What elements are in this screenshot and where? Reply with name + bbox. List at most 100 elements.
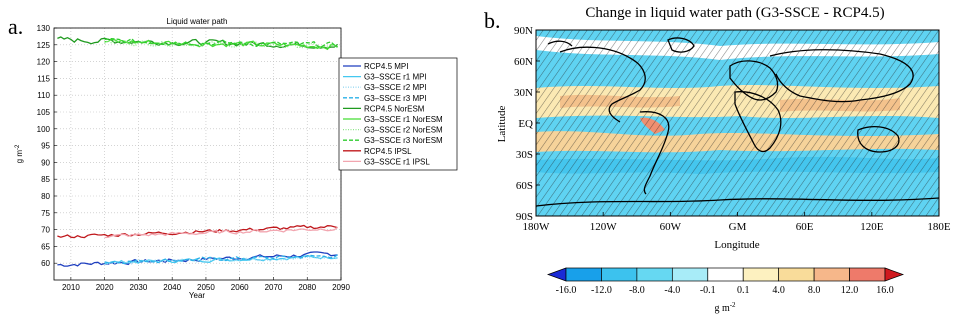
north-america-coast — [559, 46, 646, 123]
y-tick-label: 80 — [41, 192, 50, 201]
x-tick-label: 2030 — [130, 283, 148, 292]
greenland-coast — [667, 37, 695, 53]
series-line-0 — [57, 251, 338, 267]
asia-coast — [769, 49, 914, 103]
africa-coast — [734, 91, 782, 153]
lon-tick-label: 120W — [590, 221, 618, 233]
legend-entry: G3–SSCE r1 NorESM — [364, 115, 443, 124]
x-tick-label: 2060 — [231, 283, 249, 292]
lat-tick-label: 30N — [514, 87, 533, 99]
y-tick-label: 70 — [41, 226, 50, 235]
x-tick-label: 2070 — [265, 283, 283, 292]
legend-entry: G3–SSCE r2 MPI — [364, 83, 427, 92]
coastlines — [536, 37, 939, 207]
x-tick-label: 2090 — [332, 283, 350, 292]
series-line-2 — [104, 255, 338, 266]
y-tick-label: 115 — [37, 74, 50, 83]
map-plot: 180W 120W 60W GM 60E 120E 180E 90N 60N 30N EQ 30S 60… — [496, 25, 951, 251]
line-chart-ticks: 2010 2020 2030 2040 2050 2060 2070 2080 2090 60 65… — [37, 24, 351, 292]
alaska-coast — [547, 40, 573, 47]
legend-entry: G3–SSCE r3 NorESM — [364, 136, 443, 145]
lat-tick-label: 60S — [516, 180, 533, 192]
legend-entry: G3–SSCE r1 IPSL — [364, 157, 430, 166]
colorbar-segment — [707, 267, 744, 282]
south-america-coast — [639, 111, 670, 195]
colorbar-tick-label: -4.0 — [664, 285, 680, 296]
y-tick-label: 75 — [41, 209, 50, 218]
y-tick-label: 125 — [37, 41, 51, 50]
legend-entry: RCP4.5 NorESM — [364, 104, 425, 113]
y-tick-label: 120 — [37, 58, 51, 67]
colorbar-segment — [671, 267, 709, 282]
y-tick-label: 95 — [41, 142, 50, 151]
colorbar-max-arrow — [884, 267, 905, 282]
colorbar-segment — [565, 267, 602, 282]
line-chart-series — [57, 36, 339, 267]
lat-tick-label: 60N — [514, 56, 533, 68]
panel-label-b: b. — [484, 8, 501, 33]
colorbar-segment — [636, 267, 673, 282]
panel-label-a: a. — [8, 14, 23, 39]
y-tick-label: 65 — [41, 242, 50, 251]
x-axis-label: Year — [189, 291, 206, 300]
colorbar-tick-label: 12.0 — [841, 285, 859, 296]
series-line-9 — [104, 226, 338, 239]
y-tick-label: 90 — [41, 158, 50, 167]
lon-tick-label: 180W — [523, 221, 551, 233]
colorbar-tick-label: -0.1 — [700, 285, 716, 296]
colorbar-tick-label: 4.0 — [772, 285, 785, 296]
y-tick-label: 130 — [37, 24, 51, 33]
colorbar-segment — [742, 267, 780, 282]
antarctica-coast — [536, 197, 939, 207]
lon-tick-label: 120E — [860, 221, 884, 233]
legend-entry: G3–SSCE r3 MPI — [364, 94, 427, 103]
lat-tick-label: 90S — [516, 211, 533, 223]
legend-entry: RCP4.5 IPSL — [364, 147, 412, 156]
colorbar-segment — [778, 267, 815, 282]
y-tick-label: 85 — [41, 175, 50, 184]
legend-entry: G3–SSCE r1 MPI — [364, 73, 427, 82]
line-chart-title: Liquid water path — [167, 17, 228, 26]
lat-tick-label: EQ — [518, 118, 533, 130]
series-line-6 — [104, 39, 338, 49]
series-line-3 — [104, 254, 338, 265]
legend-entry: G3–SSCE r2 NorESM — [364, 126, 443, 135]
lat-tick-label: 30S — [516, 149, 533, 161]
lon-tick-label: GM — [729, 221, 747, 233]
x-tick-label: 2050 — [197, 283, 215, 292]
colorbar-label: g m-2 — [714, 301, 736, 314]
colorbar-segment — [849, 267, 886, 282]
y-tick-label: 105 — [37, 108, 51, 117]
x-tick-label: 2020 — [96, 283, 114, 292]
line-chart-grid — [54, 27, 342, 280]
series-line-8 — [57, 224, 338, 239]
colorbar: -16.0 -12.0 -8.0 -4.0 -0.1 0.1 4.0 8.0 12.0 16.0 — [546, 267, 905, 296]
legend-entry: RCP4.5 MPI — [364, 62, 408, 71]
colorbar-segment — [601, 267, 638, 282]
y-tick-label: 110 — [37, 91, 50, 100]
colorbar-tick-label: 16.0 — [876, 285, 894, 296]
y-tick-label: 60 — [41, 259, 50, 268]
y-axis-label: g m-2 — [15, 144, 24, 163]
lon-tick-label: 60W — [660, 221, 682, 233]
x-tick-label: 2080 — [298, 283, 316, 292]
x-tick-label: 2040 — [163, 283, 181, 292]
line-chart: Liquid water path 2010 2020 2030 2040 2050 20… — [15, 17, 458, 300]
australia-coast — [857, 125, 900, 153]
map-x-axis-label: Longitude — [714, 239, 759, 251]
colorbar-tick-label: -16.0 — [556, 285, 577, 296]
lon-tick-label: 180E — [927, 221, 951, 233]
colorbar-segment — [813, 267, 850, 282]
colorbar-tick-label: 8.0 — [808, 285, 821, 296]
colorbar-tick-label: -8.0 — [629, 285, 645, 296]
colorbar-min-arrow — [546, 267, 567, 282]
lon-tick-label: 60E — [796, 221, 814, 233]
map-title: Change in liquid water path (G3-SSCE - R… — [585, 5, 884, 21]
series-line-7 — [104, 37, 338, 48]
map-y-axis-label: Latitude — [496, 106, 508, 143]
colorbar-tick-label: 0.1 — [737, 285, 750, 296]
line-chart-frame — [53, 27, 342, 281]
significance-hatching — [536, 30, 939, 216]
